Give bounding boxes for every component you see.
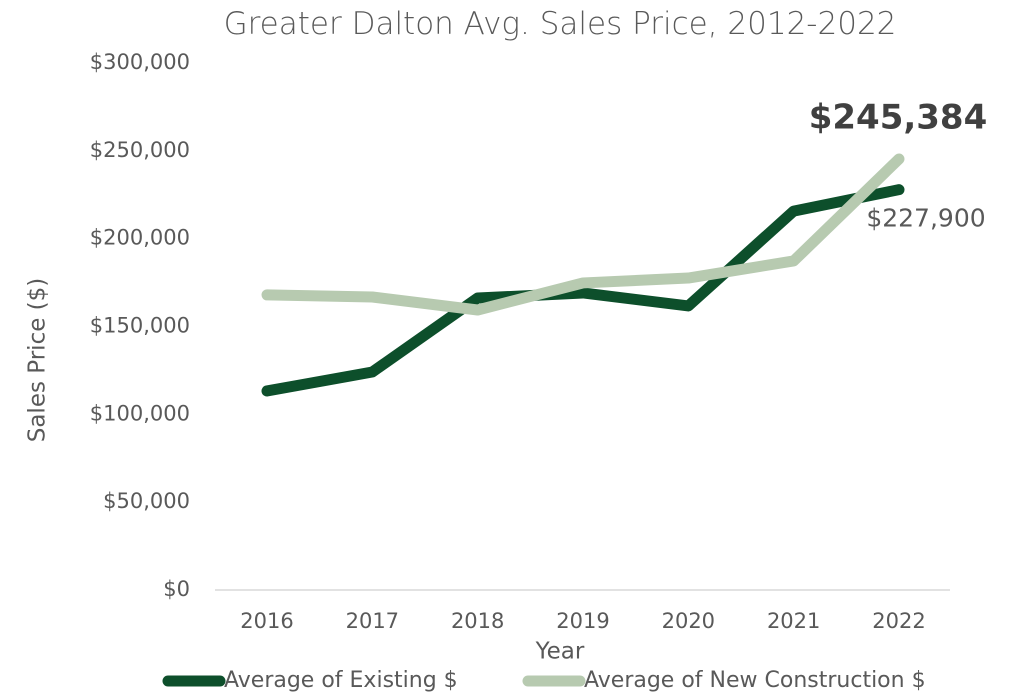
- series-line: [261, 153, 905, 316]
- y-tick-label: $250,000: [90, 138, 190, 162]
- x-axis-title: Year: [535, 639, 585, 665]
- x-tick-label: 2019: [556, 609, 609, 633]
- y-tick-label: $50,000: [103, 489, 190, 513]
- y-tick-label: $300,000: [90, 50, 190, 74]
- x-tick-label: 2017: [346, 609, 399, 633]
- series-line: [261, 184, 905, 397]
- x-tick-label: 2016: [240, 609, 293, 633]
- legend-label: Average of New Construction $: [584, 668, 926, 693]
- y-tick-label: $100,000: [90, 401, 190, 425]
- x-tick-label: 2022: [872, 609, 925, 633]
- x-tick-label: 2020: [662, 609, 715, 633]
- y-tick-label: $150,000: [90, 314, 190, 338]
- y-tick-label: $0: [163, 577, 190, 601]
- chart-title: Greater Dalton Avg. Sales Price, 2012-20…: [223, 6, 897, 42]
- y-tick-label: $200,000: [90, 226, 190, 250]
- x-tick-label: 2021: [767, 609, 820, 633]
- x-tick-label: 2018: [451, 609, 504, 633]
- y-axis-title: Sales Price ($): [25, 278, 51, 443]
- legend-label: Average of Existing $: [224, 668, 458, 693]
- data-label: $227,900: [866, 204, 985, 233]
- data-label: $245,384: [809, 97, 988, 137]
